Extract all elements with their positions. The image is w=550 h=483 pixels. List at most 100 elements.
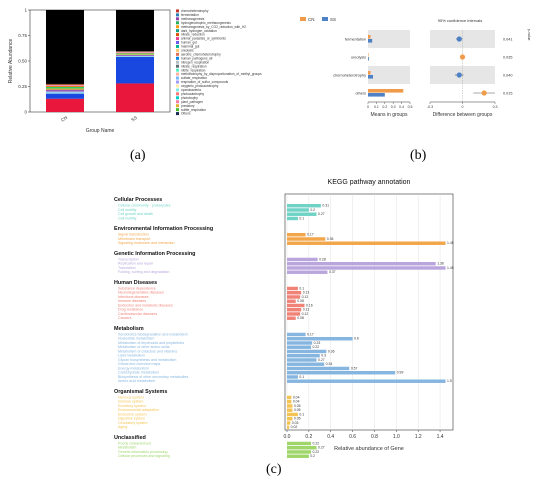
- bar-segment: [116, 54, 154, 56]
- x-tick-label: 0.5: [408, 105, 413, 109]
- pathway-bar: [287, 337, 353, 341]
- x-tick-label: CN: [60, 115, 68, 123]
- legend-swatch: [176, 13, 179, 17]
- bar-value: 0.28: [319, 257, 326, 261]
- pathway-bar: [287, 417, 293, 421]
- legend-label: human_gut: [181, 41, 197, 45]
- category-heading: Metabolism: [114, 326, 144, 332]
- pathway-bar: [287, 371, 396, 375]
- bar-value: 0.22: [313, 441, 320, 445]
- pathway-label: Translation: [118, 266, 136, 270]
- bar-segment: [116, 53, 154, 55]
- bar-value: 0.1: [299, 216, 304, 220]
- legend-swatch: [176, 88, 179, 92]
- legend-label: CN: [308, 17, 315, 22]
- bar-value: 0.16: [306, 303, 313, 307]
- pathway-label: Excretory system: [118, 404, 146, 408]
- mean-bar: [368, 89, 404, 93]
- pathway-label: Metabolism of cofactors and vitamins: [118, 349, 177, 353]
- x-tick-label: 0.1: [374, 105, 379, 109]
- x-tick-label: 0.0: [284, 434, 291, 440]
- row-band: [368, 66, 410, 84]
- pathway-label: Cellular processes and signaling: [118, 454, 170, 458]
- legend-label: methanotrophy_by_disproportionation_of_m…: [181, 72, 262, 76]
- p-value: 0.035: [503, 56, 513, 60]
- caption-a: (a): [130, 148, 146, 163]
- pathway-label: Drug resistance: [118, 308, 143, 312]
- y-tick-label: 1: [24, 8, 27, 13]
- bar-value: 0.37: [329, 270, 336, 274]
- legend-swatch: [176, 17, 179, 21]
- pathway-label: Nucleotide metabolism: [118, 337, 154, 341]
- legend-swatch: [300, 17, 306, 21]
- pathway-bar: [287, 299, 296, 303]
- plot-frame: [284, 193, 454, 431]
- pathway-bar: [287, 354, 320, 358]
- legend-label: phototrophy: [181, 96, 198, 100]
- pathway-bar: [287, 408, 293, 412]
- pathway-label: Amino acid metabolism: [118, 379, 155, 383]
- legend-label: SS: [330, 17, 336, 22]
- bar-segment: [46, 83, 84, 85]
- x-tick-label: 0.4: [399, 105, 404, 109]
- legend-swatch: [176, 29, 179, 33]
- mean-bar: [368, 57, 369, 61]
- bar-value: 0.13: [303, 291, 310, 295]
- legend-label: sulfate_respiration: [181, 76, 207, 80]
- bar-value: 0.27: [318, 212, 325, 216]
- pathway-label: Immune system: [118, 400, 143, 404]
- legend-swatch: [176, 44, 179, 48]
- bar-value: 0.99: [397, 371, 404, 375]
- pathway-bar: [287, 421, 291, 425]
- mean-bar: [368, 71, 371, 75]
- pathway-label: Carbohydrate metabolism: [118, 371, 159, 375]
- bar-segment: [46, 98, 84, 112]
- bar-segment: [46, 85, 84, 88]
- bar-segment: [116, 52, 154, 54]
- category-heading: Unclassified: [114, 435, 146, 441]
- pathway-label: Genetic information processing: [118, 450, 168, 454]
- row-label: ureolysis: [351, 56, 366, 60]
- bar-value: 1.5: [447, 379, 452, 383]
- pathway-label: Folding, sorting and degradation: [118, 270, 170, 274]
- legend-swatch: [176, 21, 179, 25]
- pathway-bar: [287, 375, 298, 379]
- x-tick-label: 0: [462, 105, 464, 109]
- legend-swatch: [176, 52, 179, 56]
- category-heading: Human Diseases: [114, 280, 157, 286]
- y-tick-label: 0.75: [18, 33, 27, 38]
- legend-swatch: [176, 37, 179, 41]
- x-axis-label: Group Name: [86, 128, 115, 134]
- legend-swatch: [176, 100, 179, 104]
- legend-label: hydrogenotrophic_methanogenesis: [181, 21, 231, 25]
- legend-label: aerobic_chemoheterotrophy: [181, 52, 221, 56]
- y-axis-label: Relative Abundance: [8, 39, 14, 84]
- bar-segment: [116, 56, 154, 84]
- legend-label: fermentation: [181, 13, 199, 17]
- pathway-bar: [287, 303, 305, 308]
- pathway-bar: [287, 262, 436, 266]
- diff-point: [481, 90, 487, 96]
- x-axis-label: Relative abundance of Gene: [334, 446, 404, 452]
- legend-swatch: [176, 64, 179, 68]
- mean-bar: [368, 75, 374, 79]
- diff-point: [459, 54, 466, 60]
- legend-swatch: [176, 41, 179, 44]
- pathway-label: Environmental adaptation: [118, 408, 159, 412]
- pathway-bar: [287, 233, 306, 237]
- legend-label: nitrate_respiration: [181, 64, 207, 68]
- bar-value: 0.04: [293, 395, 300, 399]
- bar-segment: [46, 91, 84, 94]
- bar-value: 1.45: [447, 266, 454, 270]
- pathway-bar: [287, 291, 302, 295]
- pathway-bar: [287, 316, 296, 320]
- bar-value: 0.1: [299, 412, 304, 416]
- legend-swatch: [176, 112, 179, 116]
- legend-label: methanogenesis_by_CO2_reduction_with_H2: [181, 25, 246, 29]
- pathway-bar: [287, 366, 350, 371]
- pathway-label: Lipid metabolism: [118, 354, 145, 358]
- bar-segment: [116, 51, 154, 52]
- bar-value: 0.6: [354, 337, 359, 341]
- bar-segment: [116, 10, 154, 52]
- pathway-label: Substance dependence: [118, 286, 156, 290]
